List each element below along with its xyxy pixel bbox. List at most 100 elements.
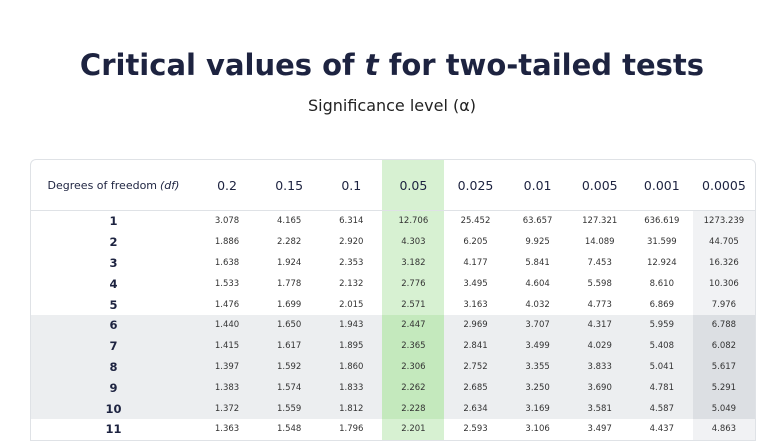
value-cell: 5.049 [692,398,755,419]
value-cell: 2.306 [382,356,445,378]
value-cell: 1.812 [339,403,364,414]
value-cell: 4.604 [525,278,550,289]
value-cell: 1.533 [214,278,240,289]
table-row: 6 1.440 1.650 1.943 2.447 2.969 3.707 4.317 5.95… [31,314,755,336]
header-cell: 0.0005 [692,160,755,210]
header-cell: 0.05 [382,160,445,210]
value-cell: 1.699 [276,299,302,310]
value-cell: 10.306 [692,273,755,295]
value-cell: 636.619 [644,216,680,227]
header-cell: Degrees of freedom (df) [31,160,196,210]
df-cell: 9 [109,380,118,395]
value-cell: 1.617 [276,341,302,352]
value-cell: 44.705 [692,231,755,253]
value-cell: 6.082 [692,335,755,357]
value-cell: 14.089 [584,237,615,248]
value-cell: 2.752 [463,361,488,372]
value-cell: 4.165 [276,216,302,227]
value-cell: 5.841 [525,257,550,268]
value-cell: 5.598 [587,278,612,289]
value-cell: 5.959 [649,320,674,331]
value-cell: 2.841 [463,341,488,352]
value-cell: 3.497 [587,424,612,435]
value-cell: 1.833 [339,382,364,393]
value-cell: 6.788 [692,314,755,336]
value-cell: 4.317 [587,320,612,331]
value-cell: 3.250 [525,382,550,393]
title-text: for two-tailed tests [378,48,705,82]
value-cell: 127.321 [582,216,618,227]
value-cell: 1.592 [276,361,302,372]
header-row: Degrees of freedom (df) 0.2 0.15 0.1 0.05 0.… [31,160,755,211]
value-cell: 8.610 [649,278,674,289]
value-cell: 2.365 [382,335,445,357]
table-row: 1 3.078 4.165 6.314 12.706 25.452 63.657 127.32… [31,211,755,232]
value-cell: 1.638 [214,257,240,268]
df-cell: 7 [109,339,118,354]
value-cell: 1.559 [276,403,302,414]
header-cell: 0.005 [581,177,618,193]
value-cell: 2.593 [463,424,488,435]
value-cell: 3.169 [525,403,550,414]
value-cell: 4.029 [587,341,612,352]
df-cell: 11 [105,422,122,437]
value-cell: 1.796 [339,424,364,435]
value-cell: 4.587 [649,403,674,414]
value-cell: 3.355 [525,361,550,372]
value-cell: 1.574 [276,382,302,393]
value-cell: 2.201 [382,418,445,440]
value-cell: 2.447 [382,314,445,336]
value-cell: 12.706 [382,211,445,232]
header-cell: 0.025 [457,177,494,193]
table-row: 8 1.397 1.592 1.860 2.306 2.752 3.355 3.833 5.04… [31,356,755,378]
value-cell: 3.499 [525,341,550,352]
value-cell: 1.415 [214,341,240,352]
value-cell: 31.599 [646,237,677,248]
value-cell: 2.634 [463,403,488,414]
value-cell: 4.437 [649,424,674,435]
value-cell: 1.650 [276,320,302,331]
header-cell: 0.15 [275,177,304,193]
value-cell: 1.895 [339,341,364,352]
title-variable: t [364,48,379,82]
value-cell: 3.078 [214,216,240,227]
value-cell: 4.863 [692,418,755,440]
value-cell: 63.657 [522,216,553,227]
title-text: Critical values of [79,48,365,82]
df-cell: 1 [109,214,118,229]
value-cell: 3.707 [525,320,550,331]
value-cell: 3.106 [525,424,550,435]
value-cell: 1.943 [339,320,364,331]
value-cell: 1.886 [214,237,240,248]
value-cell: 5.041 [649,361,674,372]
table-row: 10 1.372 1.559 1.812 2.228 2.634 3.169 3.581 4.5… [31,398,755,419]
value-cell: 12.924 [646,257,677,268]
header-label: Degrees of freedom [47,178,158,192]
value-cell: 3.581 [587,403,612,414]
value-cell: 1.383 [214,382,240,393]
value-cell: 2.282 [276,237,302,248]
value-cell: 5.408 [649,341,674,352]
df-cell: 8 [109,359,118,374]
value-cell: 3.495 [463,278,488,289]
value-cell: 1.860 [339,361,364,372]
value-cell: 1.476 [214,299,240,310]
table-row: 11 1.363 1.548 1.796 2.201 2.593 3.106 3.497 4.4… [31,418,755,440]
value-cell: 1.397 [214,361,240,372]
value-cell: 2.015 [339,299,364,310]
value-cell: 7.976 [692,294,755,315]
value-cell: 9.925 [525,237,550,248]
df-cell: 5 [109,297,118,312]
value-cell: 16.326 [692,252,755,274]
value-cell: 6.869 [649,299,674,310]
df-cell: 3 [109,255,118,270]
value-cell: 1.440 [214,320,240,331]
value-cell: 2.920 [339,237,364,248]
table-row: 4 1.533 1.778 2.132 2.776 3.495 4.604 5.598 8.61… [31,273,755,295]
subtitle: Significance level (α) [307,96,477,115]
value-cell: 1.778 [276,278,302,289]
value-cell: 4.303 [382,231,445,253]
table-row: 7 1.415 1.617 1.895 2.365 2.841 3.499 4.029 5.40… [31,335,755,357]
value-cell: 3.833 [587,361,612,372]
value-cell: 3.163 [463,299,488,310]
